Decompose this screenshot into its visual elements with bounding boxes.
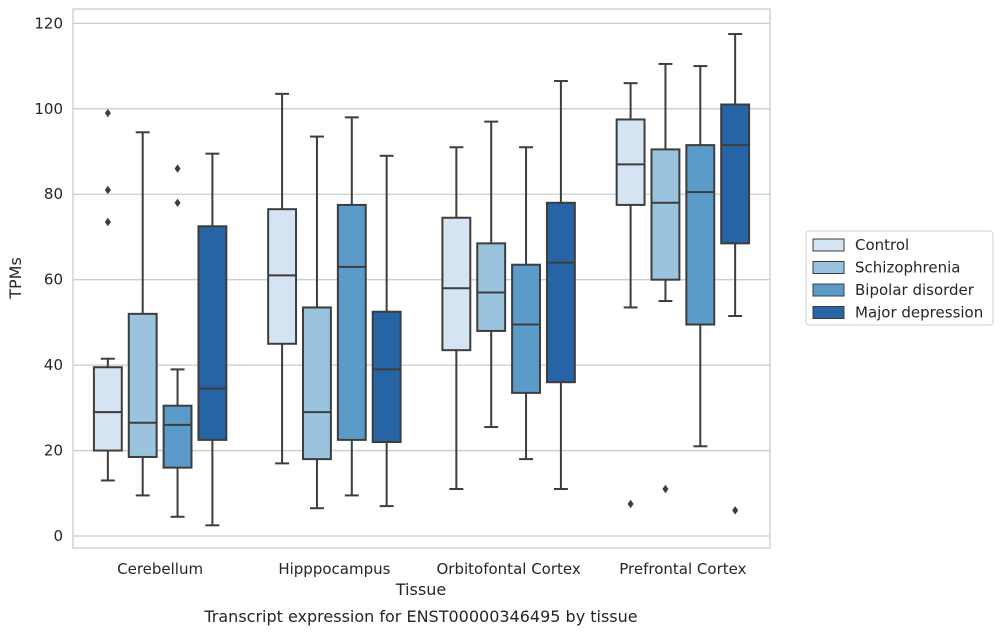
- legend-item: Schizophrenia: [812, 259, 960, 277]
- box-plot: [336, 116, 367, 497]
- box-body: [371, 310, 402, 444]
- x-tick-label: Orbitofontal Cortex: [437, 560, 581, 578]
- box-body: [267, 208, 298, 345]
- chart-caption: Transcript expression for ENST0000034649…: [203, 607, 637, 626]
- flier-point: [174, 164, 181, 173]
- legend-label: Bipolar disorder: [855, 281, 975, 299]
- x-tick-label: Hipppocampus: [278, 560, 390, 578]
- box-body: [197, 225, 228, 441]
- box-plot: [545, 80, 576, 491]
- legend-swatch: [812, 238, 845, 252]
- y-tick-label: 100: [34, 100, 63, 118]
- box-plot: [197, 152, 228, 527]
- box-body: [615, 118, 646, 206]
- legend-label: Schizophrenia: [855, 259, 960, 277]
- box-body: [511, 263, 541, 394]
- plot-frame: [72, 8, 771, 549]
- y-tick-label: 120: [34, 14, 63, 32]
- box-body: [127, 312, 158, 458]
- legend-item: Control: [812, 236, 909, 254]
- box-plot: [720, 33, 751, 515]
- box-plot: [476, 120, 507, 429]
- box-plot: [511, 146, 541, 461]
- box-plot: [615, 82, 646, 309]
- x-tick-label: Cerebellum: [117, 560, 203, 578]
- flier-point: [174, 198, 181, 207]
- flier-point: [104, 108, 111, 118]
- box-body: [162, 404, 193, 469]
- y-tick-label: 80: [44, 185, 63, 203]
- box-body: [650, 148, 681, 281]
- box-plot: [267, 92, 298, 465]
- box-body: [441, 216, 472, 352]
- flier-point: [662, 484, 669, 494]
- box-body: [685, 144, 716, 326]
- x-tick-label: Prefrontal Cortex: [619, 560, 746, 578]
- y-tick-label: 40: [44, 356, 63, 374]
- box-plot: [685, 65, 716, 448]
- flier-point: [627, 499, 634, 509]
- legend-item: Bipolar disorder: [812, 281, 975, 299]
- legend-swatch: [812, 261, 845, 274]
- box-body: [545, 201, 576, 384]
- box-plot: [302, 135, 332, 510]
- x-tick-labels: Cerebellum Hipppocampus Orbitofontal Corte…: [117, 560, 746, 578]
- box-plot: [650, 62, 681, 494]
- box-body: [476, 242, 507, 332]
- y-axis-title: TPMs: [6, 257, 25, 300]
- flier-point: [104, 185, 111, 195]
- legend-swatch: [812, 306, 845, 319]
- legend-items: Control Schizophrenia Bipolar disorder Majo…: [812, 236, 983, 322]
- legend-item: Major depression: [812, 304, 983, 322]
- y-tick-label: 0: [53, 527, 63, 545]
- y-tick-label: 20: [44, 442, 63, 460]
- legend-swatch: [812, 283, 845, 297]
- legend-frame: [805, 230, 994, 326]
- box-plot: [162, 164, 193, 518]
- box-plots: [92, 33, 751, 527]
- box-plot: [127, 131, 158, 497]
- x-axis-title: Tissue: [395, 580, 446, 599]
- y-tick-label: 60: [44, 271, 63, 289]
- legend-label: Major depression: [855, 304, 983, 322]
- box-body: [302, 306, 332, 461]
- box-body: [720, 103, 751, 245]
- flier-point: [732, 506, 739, 515]
- box-plot: [441, 146, 472, 491]
- y-tick-labels: 0 20 40 60 80 100 120: [34, 14, 63, 545]
- flier-point: [104, 217, 111, 227]
- legend: Control Schizophrenia Bipolar disorder Majo…: [805, 230, 994, 326]
- box-body: [92, 366, 123, 452]
- legend-label: Control: [855, 236, 909, 254]
- box-body: [336, 203, 367, 441]
- box-plot: [92, 357, 123, 482]
- box-plot: [371, 154, 402, 508]
